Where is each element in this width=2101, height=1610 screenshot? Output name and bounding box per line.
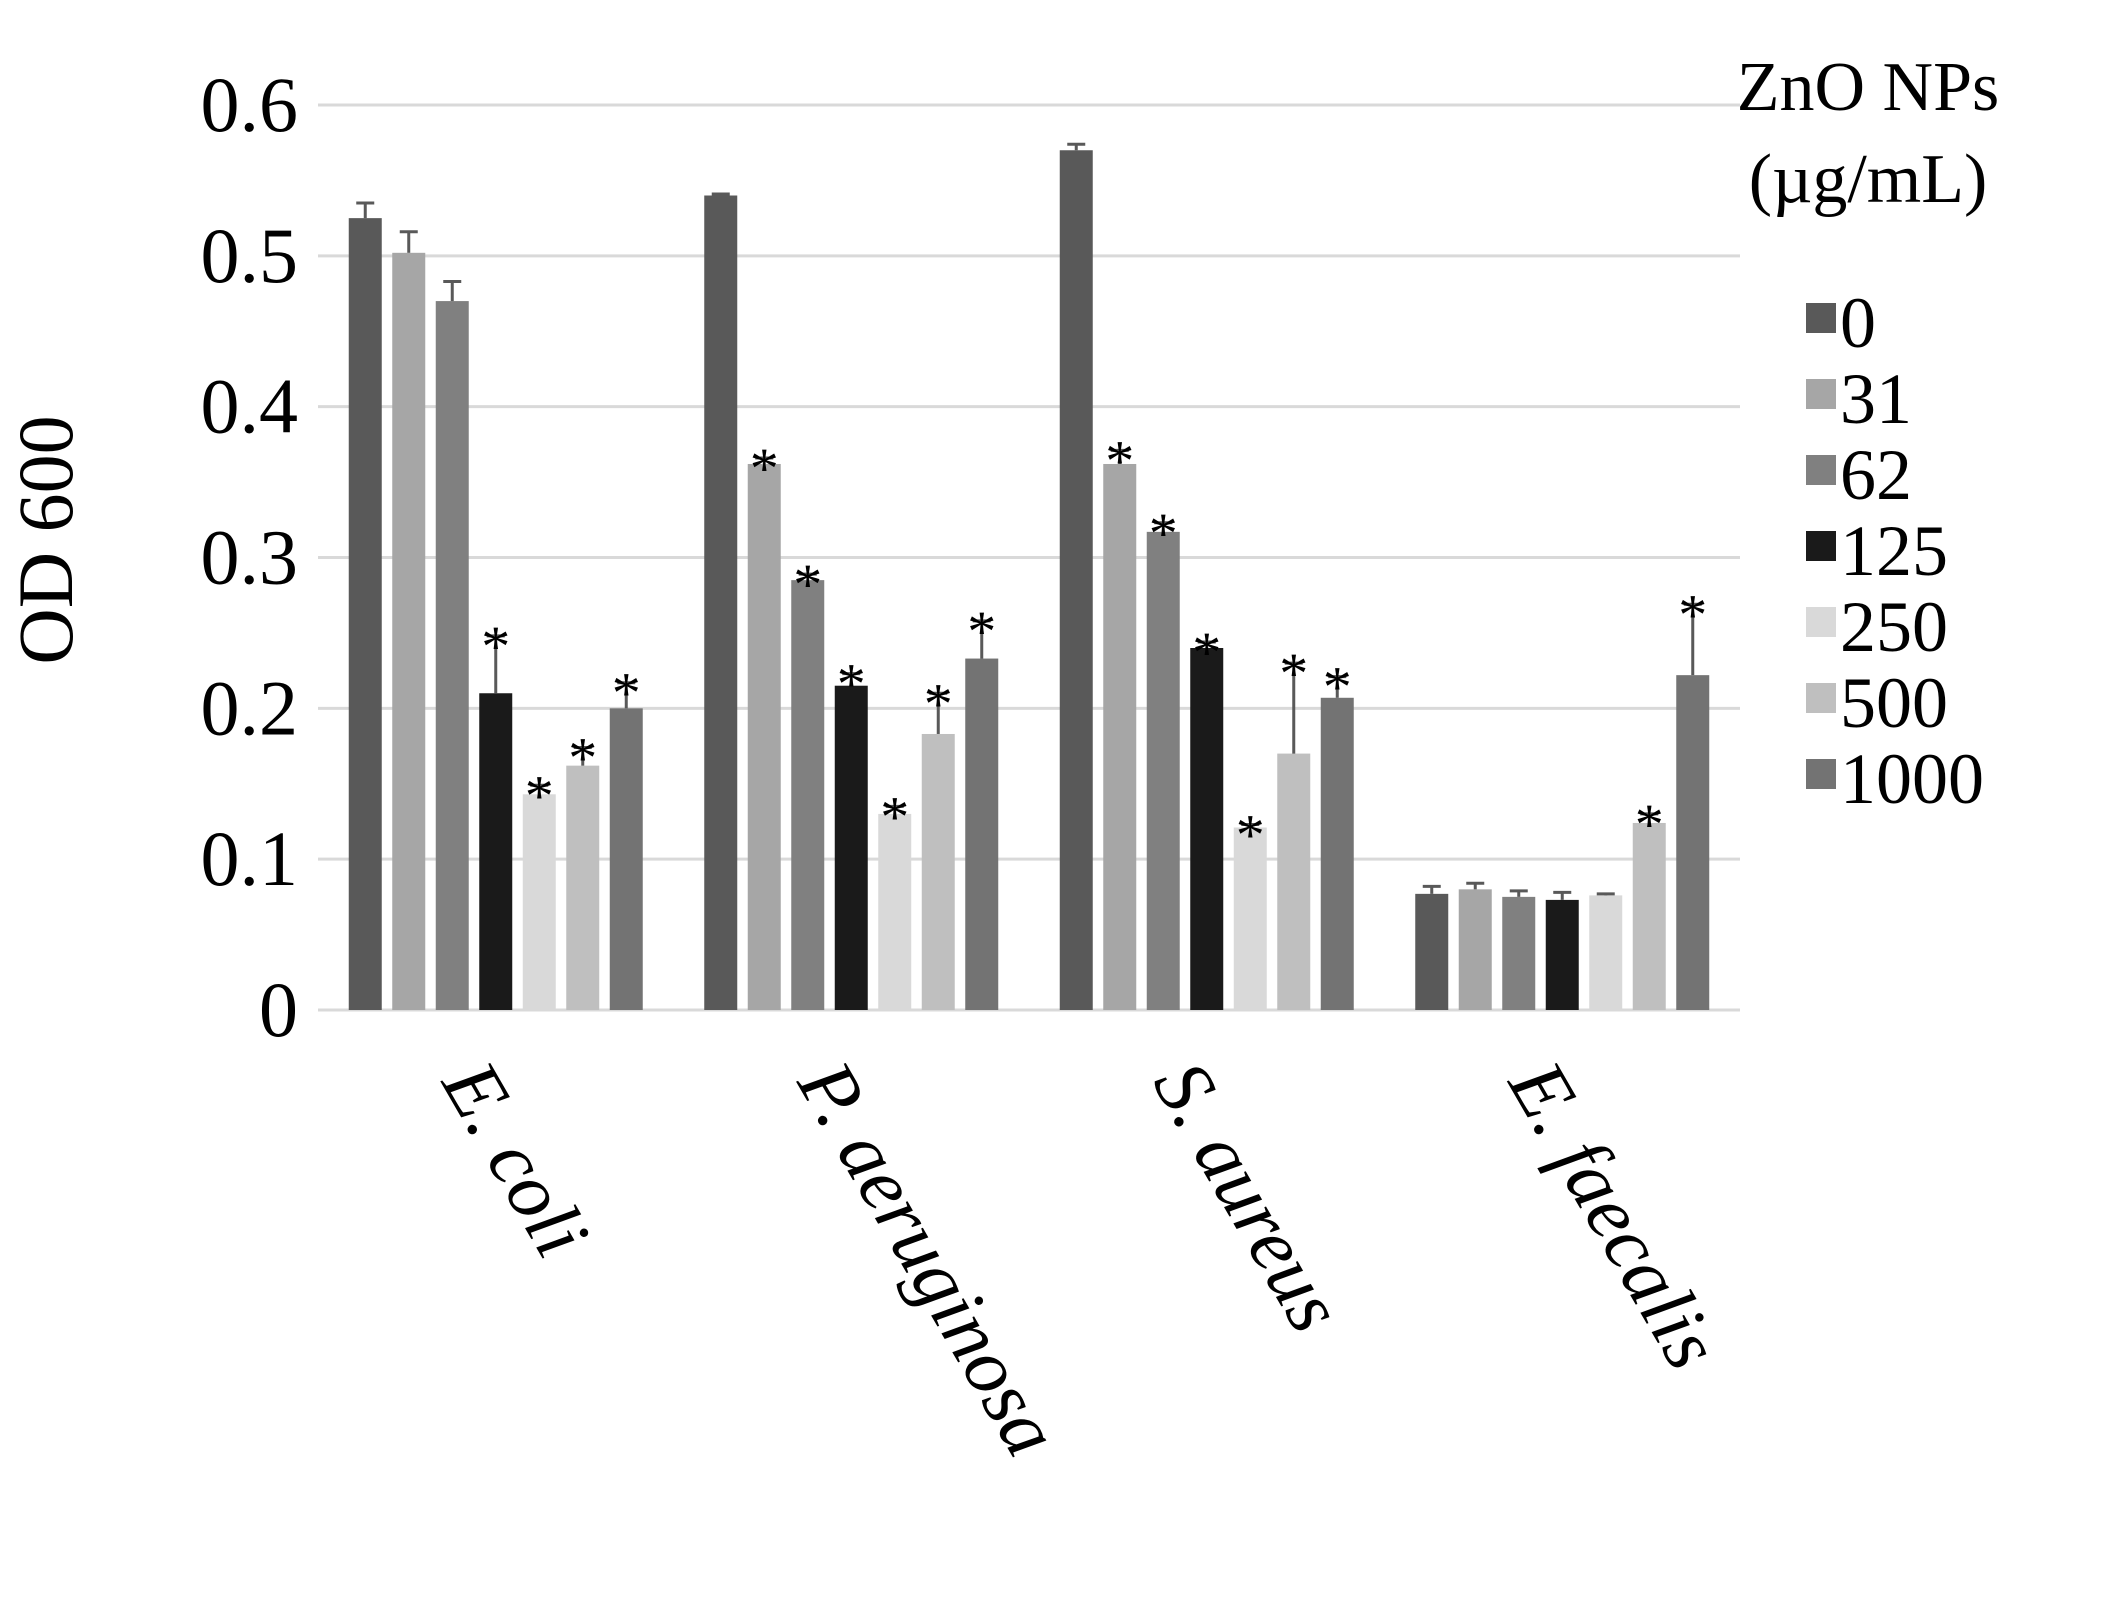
category-label: S. aureus (1136, 1047, 1360, 1346)
significance-asterisk: * (612, 661, 641, 726)
legend-swatch (1806, 303, 1836, 333)
y-tick-label: 0.1 (201, 815, 299, 902)
significance-asterisk: * (525, 763, 554, 828)
bar (1415, 893, 1449, 1010)
legend-label: 0 (1840, 283, 1876, 363)
y-tick-label: 0.4 (201, 363, 299, 450)
bar (392, 252, 426, 1011)
significance-asterisk: * (1192, 620, 1221, 685)
bar (1458, 889, 1492, 1010)
y-tick-label: 0.2 (201, 664, 299, 751)
category-labels: E. coli P. aeruginosa S. aureus E. faecalis (425, 1046, 1737, 1471)
legend-label: 31 (1840, 359, 1912, 439)
bar (747, 463, 781, 1010)
bar (834, 685, 868, 1010)
bar (609, 708, 643, 1010)
bar (965, 658, 999, 1010)
bar (1632, 822, 1666, 1010)
bar (566, 765, 600, 1010)
bar (878, 813, 912, 1010)
legend-swatch (1806, 379, 1836, 409)
y-axis-title: OD 600 (2, 415, 89, 664)
legend-label: 1000 (1840, 739, 1984, 819)
category-label: P. aeruginosa (780, 1046, 1076, 1471)
significance-asterisk: * (1105, 428, 1134, 493)
bar (1589, 895, 1623, 1010)
legend-swatch (1806, 607, 1836, 637)
error-bars (356, 142, 1702, 900)
significance-asterisk: * (481, 614, 510, 679)
bar (1059, 150, 1093, 1010)
bar (1190, 648, 1224, 1010)
significance-asterisk: * (967, 599, 996, 664)
legend-label: 62 (1840, 435, 1912, 515)
bar (1502, 896, 1536, 1010)
significance-asterisk: * (1236, 802, 1265, 867)
bar (1545, 899, 1579, 1010)
bar (1676, 675, 1710, 1010)
legend-swatch (1806, 455, 1836, 485)
significance-asterisk: * (837, 652, 866, 717)
legend-swatch (1806, 531, 1836, 561)
legend-label: 500 (1840, 663, 1948, 743)
significance-asterisk: * (568, 726, 597, 791)
legend-title-line-1: ZnO NPs (1737, 49, 2000, 126)
significance-asterisk: * (1323, 655, 1352, 720)
legend-swatch (1806, 683, 1836, 713)
significance-asterisk: * (1678, 582, 1707, 647)
significance-asterisk: * (924, 671, 953, 736)
legend-title-line-2: (µg/mL) (1749, 141, 1988, 218)
bars (348, 150, 1710, 1011)
bar (1320, 697, 1354, 1010)
bar (1103, 463, 1137, 1010)
y-tick-label: 0.5 (201, 212, 299, 299)
category-label: E. faecalis (1491, 1046, 1737, 1383)
significance-asterisk: * (1149, 501, 1178, 566)
legend-swatch (1806, 759, 1836, 789)
significance-asterisk: * (880, 784, 909, 849)
bar (1233, 827, 1267, 1010)
bar (921, 733, 955, 1010)
bar (348, 218, 382, 1010)
y-tick-label: 0 (259, 966, 298, 1053)
y-tick-labels: 0 0.1 0.2 0.3 0.4 0.5 0.6 (201, 61, 299, 1053)
significance-markers: *************** *** (481, 428, 1707, 867)
significance-asterisk: * (1279, 641, 1308, 706)
bar (479, 693, 513, 1010)
significance-asterisk: * (750, 436, 779, 501)
y-tick-label: 0.3 (201, 514, 299, 601)
bar (791, 580, 825, 1010)
y-tick-label: 0.6 (201, 61, 299, 148)
category-label: E. coli (425, 1046, 606, 1272)
bar (1146, 531, 1180, 1010)
significance-asterisk: * (793, 552, 822, 617)
bar (522, 794, 556, 1010)
legend-label: 125 (1840, 511, 1948, 591)
bar (704, 195, 738, 1010)
bar (435, 301, 469, 1010)
significance-asterisk: * (1635, 792, 1664, 857)
legend-label: 250 (1840, 587, 1948, 667)
bar (1277, 753, 1311, 1010)
